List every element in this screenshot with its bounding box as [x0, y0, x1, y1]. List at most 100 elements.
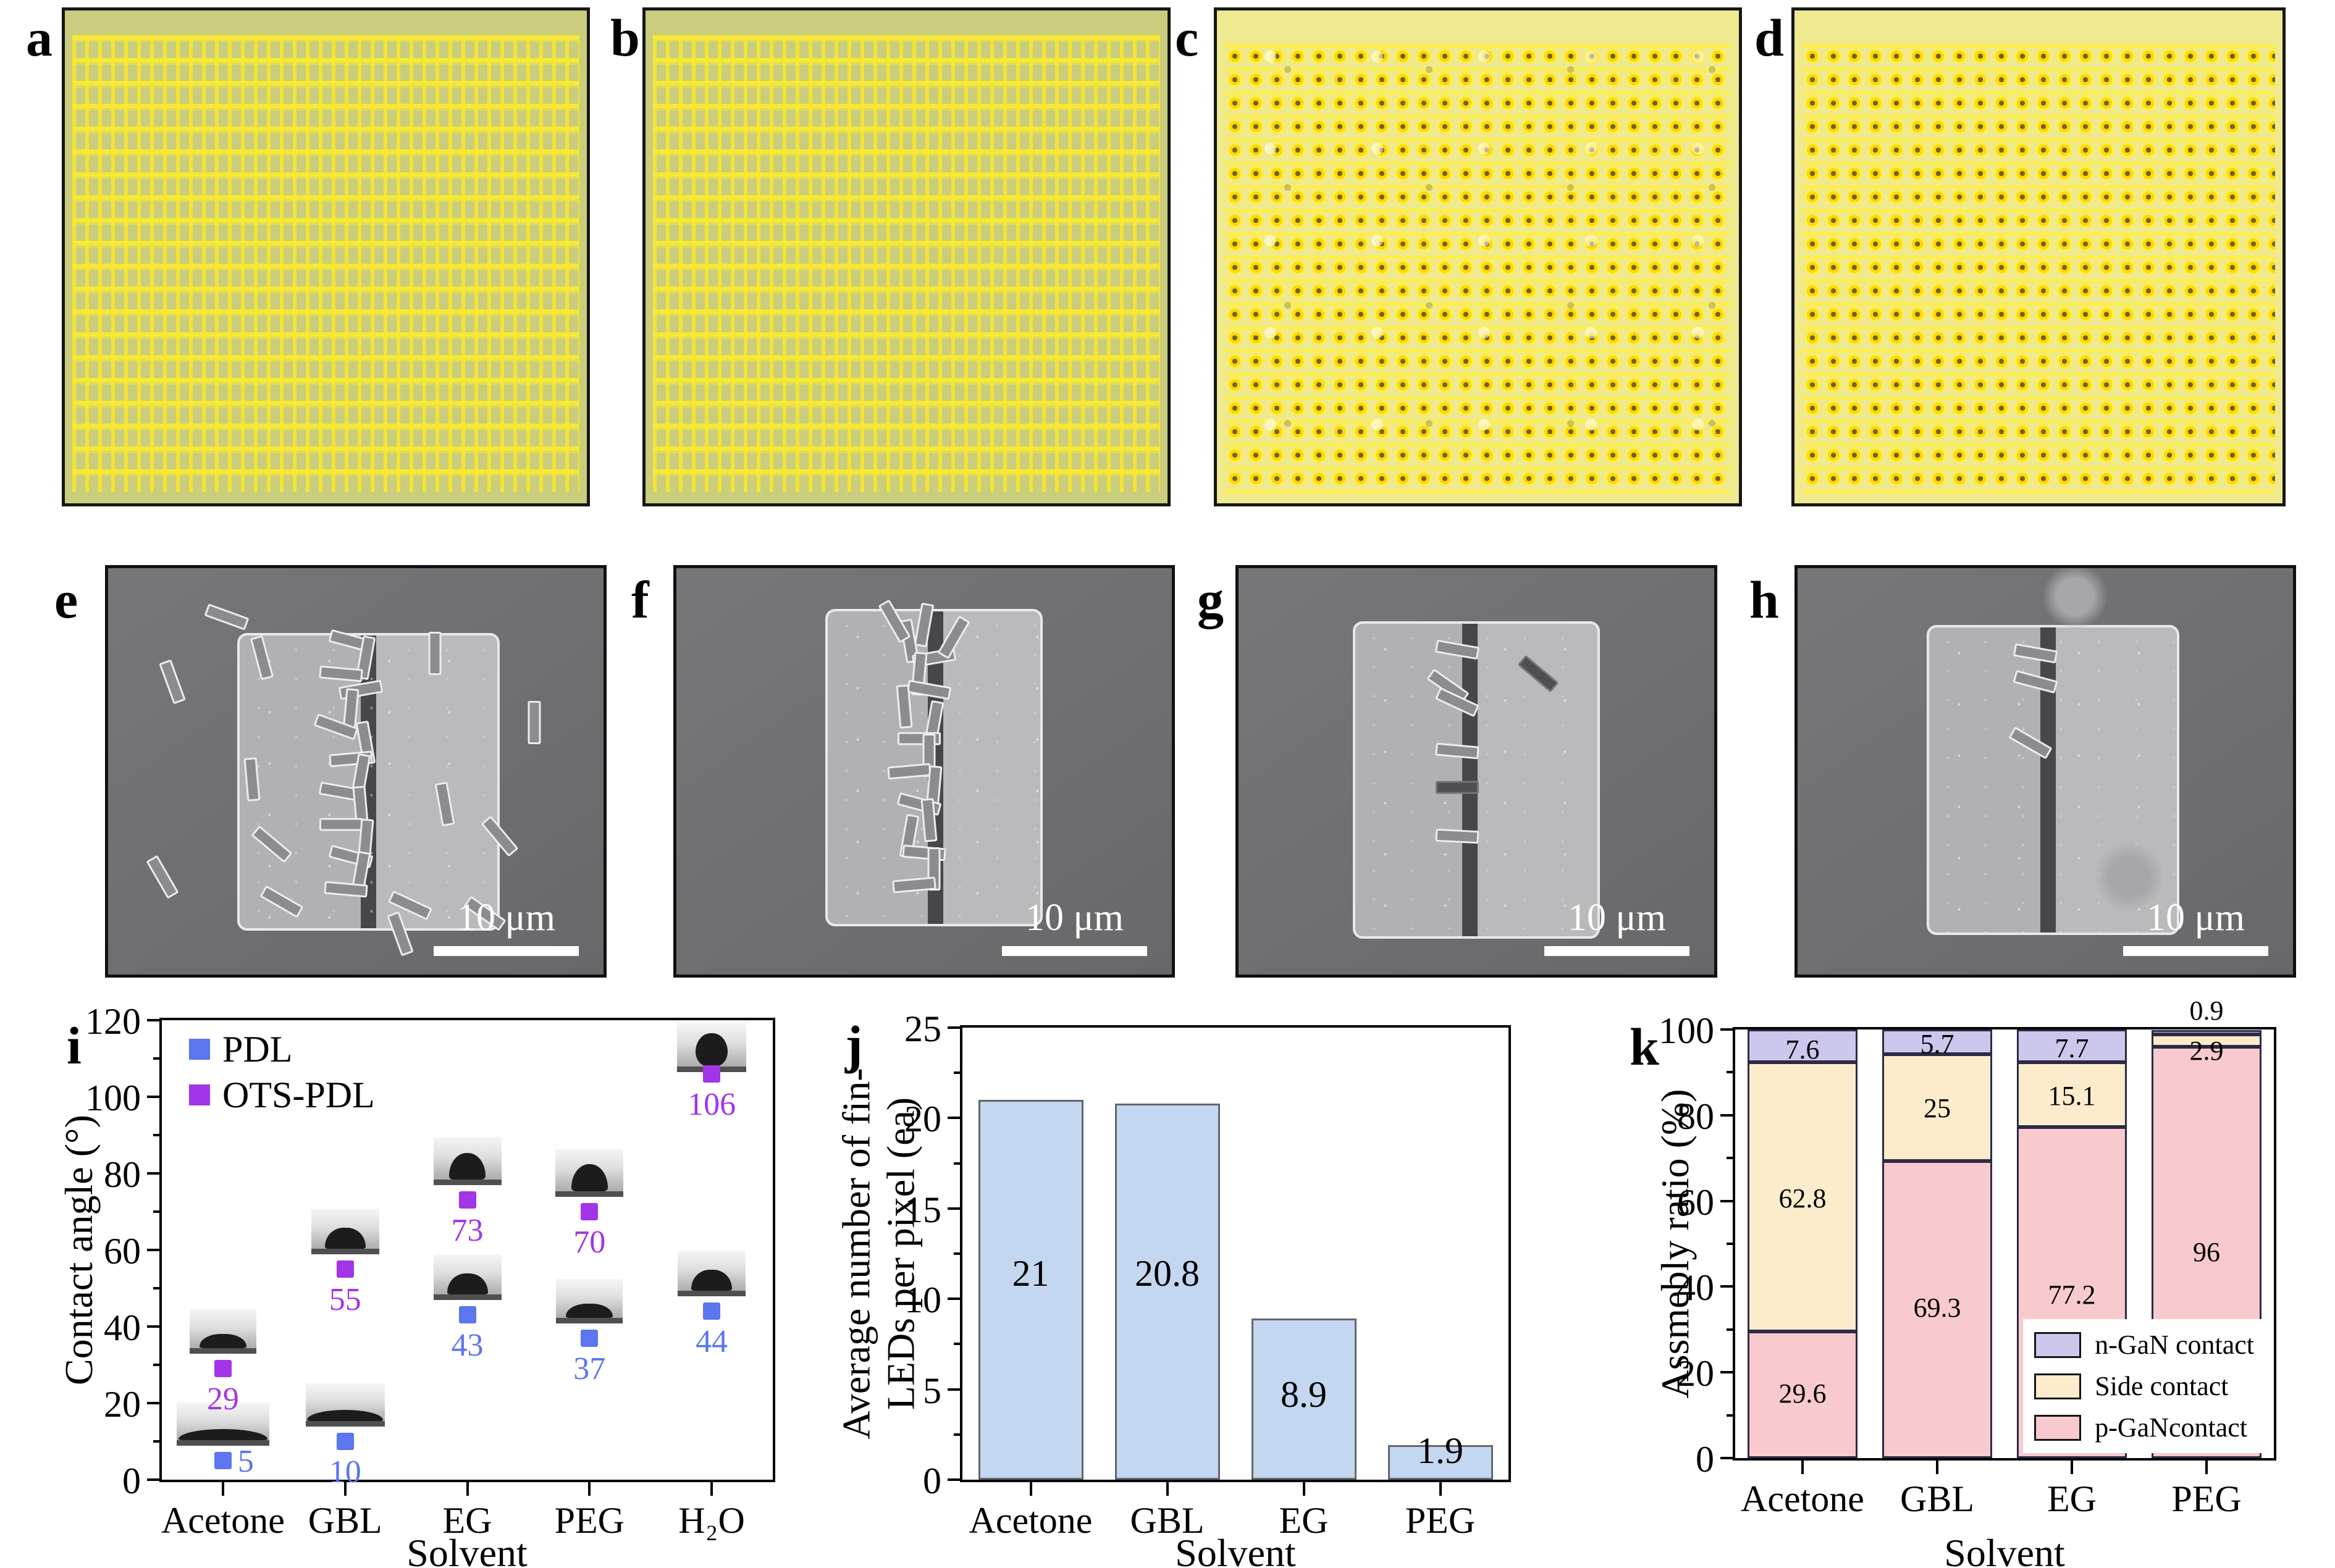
panel-label-h: h [1749, 570, 1779, 629]
sem-debris-blob [2095, 842, 2165, 912]
droplet-baseline [555, 1191, 624, 1197]
data-point-value: 106 [688, 1086, 736, 1122]
droplet-baseline [189, 1348, 256, 1354]
y-tick-label: 0 [122, 1461, 141, 1501]
segment-side-contact [1882, 1054, 1992, 1162]
data-point-value: 70 [573, 1225, 606, 1260]
droplet-baseline [556, 1317, 623, 1323]
fin-led-rod [319, 818, 363, 831]
y-minor-tick [1727, 1328, 1735, 1331]
x-tick-label: Acetone [1741, 1478, 1864, 1519]
x-tick-label: PEG [2171, 1478, 2242, 1519]
droplet-photo [678, 1251, 746, 1297]
segment-side-contact [2152, 1034, 2261, 1047]
droplet-shape [566, 1303, 613, 1318]
y-tick-label: 20 [904, 1099, 941, 1140]
micrograph-b [642, 7, 1171, 506]
bar-value-label: 20.8 [1135, 1253, 1200, 1294]
y-minor-tick [153, 1134, 162, 1136]
droplet-shape [447, 1273, 488, 1295]
data-point-pdl [703, 1302, 721, 1320]
x-tick [1936, 1458, 1938, 1474]
droplet-photo [305, 1383, 385, 1427]
y-major-tick [147, 1478, 162, 1481]
data-point-value: 43 [451, 1328, 484, 1364]
ots-pdl-label: OTS-PDL [222, 1074, 375, 1115]
p-gan-swatch [2034, 1414, 2082, 1441]
scale-bar [434, 946, 579, 956]
assembly-ratio-chart: n-GaN contact Side contact p-GaNcontact … [1659, 997, 2276, 1517]
segment-side-contact [1748, 1062, 1857, 1331]
y-major-tick [948, 1388, 962, 1391]
side-contact-label: Side contact [2095, 1371, 2229, 1401]
segment-value-label: 7.6 [1785, 1034, 1820, 1065]
y-major-tick [948, 1207, 962, 1210]
x-tick-label: Acetone [969, 1500, 1093, 1541]
micrograph-a [62, 7, 590, 506]
panel-label-g: g [1197, 570, 1224, 629]
x-tick-label: EG [2047, 1478, 2097, 1519]
x-tick [1029, 1480, 1032, 1496]
scale-bar-label: 10 μm [1025, 896, 1124, 939]
y-minor-tick [1727, 1243, 1735, 1245]
y-major-tick [1720, 1028, 1735, 1031]
segment-value-label: 15.1 [2048, 1080, 2096, 1111]
y-tick-label: 40 [104, 1307, 141, 1348]
fin-led-rod [1436, 781, 1479, 794]
y-tick-label: 60 [1677, 1181, 1714, 1223]
x-tick [710, 1480, 713, 1496]
x-tick-label: GBL [1130, 1500, 1205, 1541]
segment-n-gan-contact [2017, 1029, 2127, 1063]
y-minor-tick [954, 1343, 962, 1346]
y-major-tick [1720, 1457, 1735, 1459]
y-minor-tick [153, 1210, 162, 1213]
bar-peg [1387, 1445, 1493, 1480]
y-major-tick [1720, 1113, 1735, 1117]
x-tick [2071, 1458, 2073, 1474]
segment-value-label: 25 [1924, 1093, 1951, 1124]
x-tick [343, 1480, 347, 1496]
ots-pdl-swatch [189, 1084, 210, 1105]
scale-bar [2123, 946, 2268, 956]
legend-i: PDL OTS-PDL [189, 1026, 375, 1118]
bar-gbl [1114, 1103, 1220, 1480]
x-tick-label: GBL [308, 1500, 382, 1541]
y-major-tick [1720, 1371, 1735, 1374]
droplet-photo [189, 1309, 256, 1354]
panel-label-e: e [54, 570, 78, 629]
y-minor-tick [954, 1071, 962, 1075]
legend-item-p-gan: p-GaNcontact [2034, 1412, 2254, 1443]
legend-item-side: Side contact [2034, 1370, 2254, 1402]
droplet-shape [571, 1164, 608, 1191]
x-axis-title-j: Solvent [1175, 1531, 1296, 1568]
x-tick-label: PEG [1405, 1500, 1476, 1541]
y-minor-tick [153, 1364, 162, 1366]
data-point-value: 44 [696, 1324, 728, 1360]
x-tick-label: H₂O [678, 1500, 745, 1541]
x-tick [1439, 1480, 1442, 1496]
scale-bar [1544, 946, 1689, 956]
y-minor-tick [153, 1440, 162, 1443]
x-tick [221, 1480, 224, 1496]
y-tick-label: 15 [904, 1189, 941, 1230]
segment-n-gan-contact [1748, 1029, 1857, 1062]
y-tick-label: 20 [104, 1384, 141, 1425]
segment-n-gan-contact [2152, 1030, 2261, 1034]
panel-label-f: f [631, 570, 649, 629]
data-point-pdl [336, 1433, 354, 1450]
data-point-pdl [214, 1452, 232, 1469]
y-tick-label: 10 [904, 1280, 941, 1321]
segment-value-label: 77.2 [2048, 1280, 2096, 1310]
segment-value-label: 62.8 [1778, 1183, 1827, 1214]
sem-trench [1462, 623, 1478, 937]
p-gan-label: p-GaNcontact [2095, 1412, 2247, 1443]
y-tick-label: 0 [1696, 1439, 1714, 1480]
y-major-tick [147, 1019, 162, 1021]
scale-bar-label: 10 μm [457, 896, 555, 939]
data-point-ots-pdl [336, 1260, 354, 1278]
droplet-photo [176, 1402, 269, 1446]
x-tick [2205, 1458, 2208, 1474]
fin-led-rod [528, 701, 541, 745]
y-tick-label: 60 [104, 1231, 141, 1272]
fin-led-rod [204, 603, 250, 631]
